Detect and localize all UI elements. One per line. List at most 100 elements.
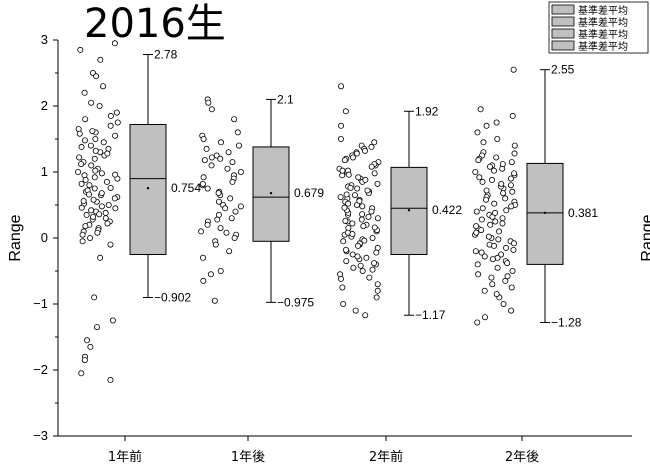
data-point [342,217,349,224]
data-point [216,198,223,205]
data-point [79,238,86,245]
data-point [96,211,103,218]
data-point [508,284,515,291]
data-point [500,300,507,307]
data-point [111,40,118,47]
data-point [374,281,381,288]
data-point [88,162,95,169]
data-point [205,99,212,106]
data-point [499,220,506,227]
data-point [200,135,207,142]
data-point [373,294,380,301]
data-point [504,260,511,267]
data-point [366,274,373,281]
data-point [374,215,381,222]
data-point [107,376,114,383]
data-point [78,161,85,168]
data-point [359,267,366,274]
data-point [510,246,517,253]
data-point [77,46,84,53]
data-point [75,168,82,175]
data-point [475,271,482,278]
data-point [234,129,241,136]
data-point [86,182,93,189]
legend-entry: 基準差平均 [578,16,628,29]
data-point [486,163,493,170]
legend-entry: 基準差平均 [578,28,628,41]
data-point [496,228,503,235]
data-point [493,291,500,298]
data-point [229,178,236,185]
data-point [223,229,230,236]
data-point [350,264,357,271]
data-point [83,337,90,344]
data-point [87,142,94,149]
data-point [508,203,515,210]
data-point [480,139,487,146]
data-point [93,73,100,80]
data-point [490,167,497,174]
x-tick-label: 1年前 [108,449,142,465]
data-point [203,145,210,152]
data-point [473,223,480,230]
data-point [492,209,499,216]
data-point [488,274,495,281]
data-point [337,135,344,142]
data-point [477,106,484,113]
legend-swatch [551,16,575,27]
mean-marker [543,211,547,215]
data-point [491,200,498,207]
data-point [89,128,96,135]
data-point [93,324,100,331]
data-point [112,171,119,178]
data-point [360,223,367,230]
data-point [485,233,492,240]
data-point [474,261,481,268]
y-tick-label: 0 [41,230,48,245]
data-point [374,287,381,294]
data-point [97,56,104,63]
data-point [337,194,344,201]
data-point [217,267,224,274]
data-point [94,229,101,236]
data-point [201,157,208,164]
box-group-2: 1年後 2.1 0.679 −0.975 [198,92,324,465]
data-point [107,122,114,129]
data-point [369,234,376,241]
data-point [81,89,88,96]
data-point [200,277,207,284]
data-point [345,200,352,207]
data-point [359,211,366,218]
data-point [352,307,359,314]
data-point [200,254,207,261]
data-point [113,109,120,116]
y-tick-label: 2 [41,98,48,113]
mean-marker [146,187,150,190]
data-point [107,241,114,248]
data-point [354,253,361,260]
data-point [339,167,346,174]
data-point [82,223,89,230]
right-y-axis-label-fragment: Range [639,214,650,261]
data-point [222,205,229,212]
data-point [78,180,85,187]
data-point [361,147,368,154]
data-point [508,307,515,314]
data-point [91,294,98,301]
data-point [508,159,515,166]
data-point [358,216,365,223]
data-point [354,185,361,192]
data-point [509,267,516,274]
data-point [100,139,107,146]
data-point [341,204,348,211]
y-tick-label: −2 [33,362,48,377]
data-point [489,281,496,288]
data-point [212,241,219,248]
box-group-1: 1年前 2.78 0.754 −0.902 [75,40,201,465]
data-point [107,184,114,191]
data-point [343,258,350,265]
data-point [478,216,485,223]
data-point [98,190,105,197]
data-point [488,176,495,183]
